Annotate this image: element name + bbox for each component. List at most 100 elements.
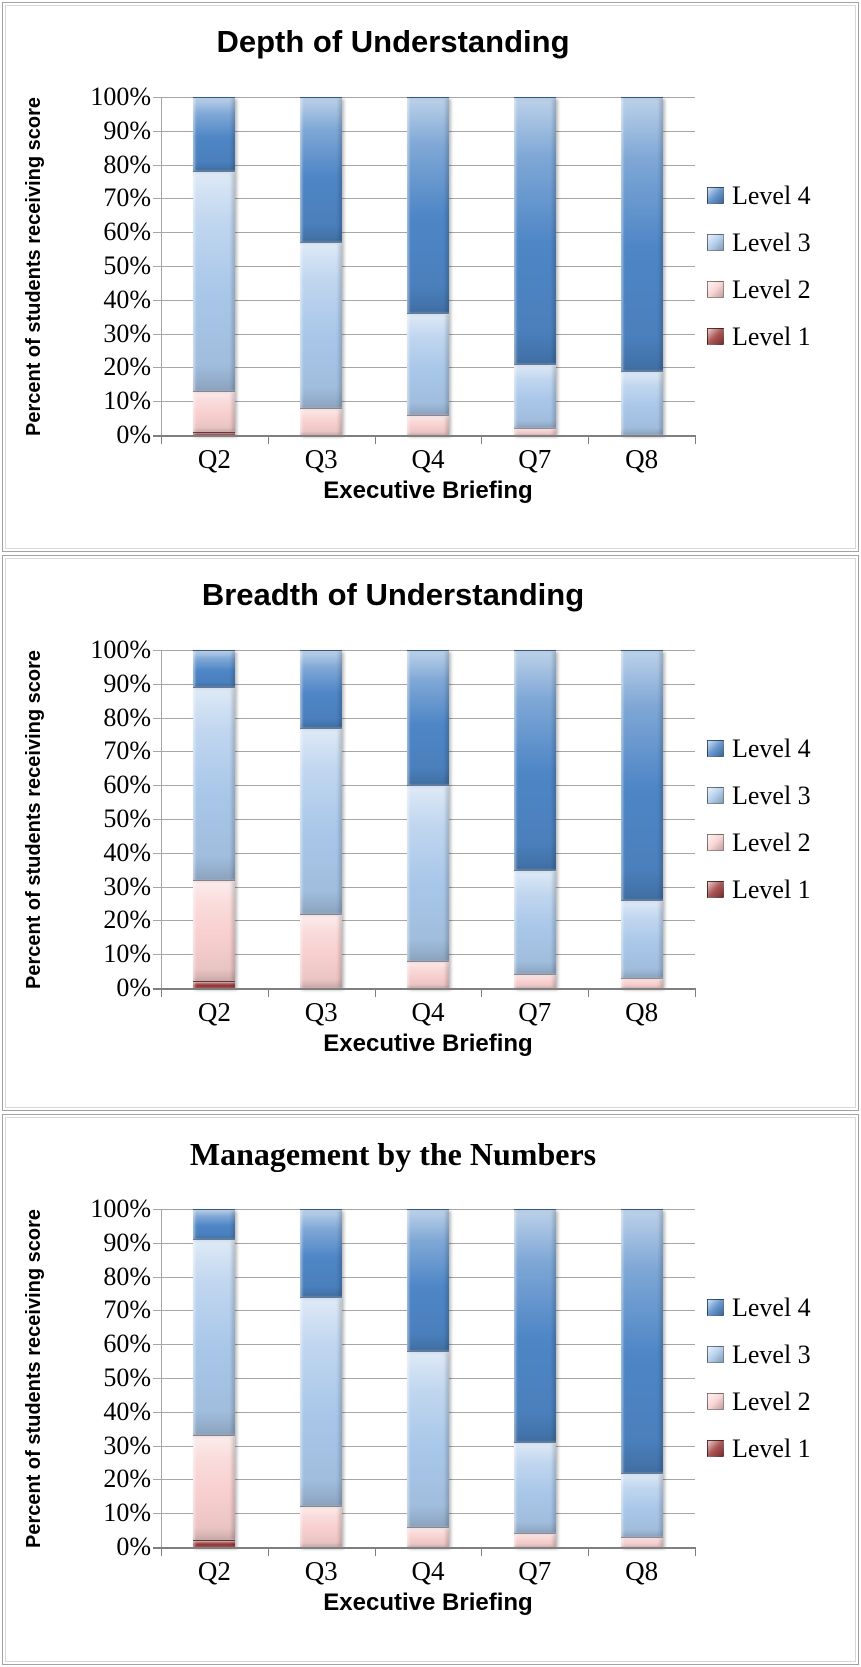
legend-swatch-level-2 [707,281,724,298]
y-tick-label: 0% [116,420,151,449]
legend-item-level-3: Level 3 [707,780,811,810]
plot-column: 100% 90% 80% 70% 60% 50% 40% 30% 20% 10% 0% Q2 Q3 Q4… [55,635,696,1058]
category-label-q7: Q7 [518,444,552,474]
bar-slot-q4 [375,650,482,988]
segment-level-4 [406,1209,449,1351]
x-axis-title: Executive Briefing [323,477,533,504]
x-axis-tick [161,1547,162,1556]
legend-item-level-3: Level 3 [707,1339,811,1369]
bars [161,650,695,988]
stacked-bar-q4 [406,1209,449,1547]
plot-area [153,97,696,444]
y-tick-label: 100% [90,82,151,111]
plot-column: 100% 90% 80% 70% 60% 50% 40% 30% 20% 10% 0% Q2 Q3 Q4… [55,82,696,505]
y-axis-title: Percent of students receiving score [22,1208,45,1548]
legend-label: Level 1 [732,321,811,351]
category-label-q4: Q4 [411,444,445,474]
segment-level-3 [513,364,556,429]
bar-slot-q3 [268,97,375,435]
segment-level-2 [513,1533,556,1547]
chart-body: Percent of students receiving score 100%… [3,82,858,505]
y-axis-title: Percent of students receiving score [22,96,45,436]
segment-level-2 [406,1526,449,1547]
legend-swatch-level-1 [707,1440,724,1457]
y-axis-title-column: Percent of students receiving score [13,96,55,436]
segment-level-3 [193,1239,236,1436]
bar-slot-q8 [588,650,695,988]
stacked-bar-q8 [620,97,663,435]
legend-swatch-level-3 [707,787,724,804]
segment-level-2 [300,1506,343,1547]
chart-panel-breadth-of-understanding: Breadth of Understanding Percent of stud… [2,555,859,1111]
legend-label: Level 1 [732,874,811,904]
x-axis-tick [695,988,696,997]
x-axis-tick [161,988,162,997]
x-axis-tick [267,435,269,444]
stacked-bar-q2 [193,1209,236,1547]
y-tick-label: 60% [103,1329,151,1359]
legend-item-level-2: Level 2 [707,1387,811,1416]
x-axis-tick [161,435,162,444]
x-axis-tick [588,435,590,444]
category-label-q8: Q8 [625,997,659,1027]
legend-item-level-2: Level 2 [707,827,811,857]
legend-swatch-level-4 [707,187,724,204]
legend-label: Level 3 [732,780,811,810]
category-label-q8: Q8 [625,444,659,474]
segment-level-1 [193,431,236,435]
segment-level-3 [193,687,236,880]
segment-level-3 [300,727,343,914]
legend: Level 4 Level 3 Level 2 Level 1 [707,650,811,988]
category-label-q3: Q3 [304,1556,338,1586]
segment-level-4 [513,650,556,870]
legend-label: Level 4 [732,1292,811,1322]
legend-label: Level 4 [732,180,811,210]
legend-label: Level 2 [732,827,811,857]
segment-level-3 [406,785,449,961]
segment-level-3 [406,313,449,415]
y-tick-label: 10% [103,386,151,416]
y-tick-label: 30% [103,318,151,348]
x-axis-tick [695,1547,696,1556]
bar-slot-q4 [375,97,482,435]
bar-slot-q2 [161,1209,268,1547]
segment-level-2 [193,1435,236,1541]
x-axis-tick [374,1547,376,1556]
y-tick-label: 30% [103,871,151,901]
bar-slot-q7 [481,650,588,988]
bar-slot-q3 [268,650,375,988]
y-tick-label: 70% [103,736,151,766]
stacked-bar-q4 [406,97,449,435]
legend-label: Level 3 [732,1339,811,1369]
chart-title: Breadth of Understanding [201,577,585,612]
stacked-bar-q2 [193,650,236,988]
legend: Level 4 Level 3 Level 2 Level 1 [707,97,811,435]
segment-level-4 [300,97,343,243]
chart-body: Percent of students receiving score 100%… [3,635,858,1058]
bar-slot-q4 [375,1209,482,1547]
y-axis-tick-labels: 100% 90% 80% 70% 60% 50% 40% 30% 20% 10% 0% [55,635,161,1002]
segment-level-2 [300,407,343,435]
segment-level-2 [193,391,236,432]
y-tick-label: 10% [103,1498,151,1528]
category-label-q2: Q2 [197,1556,231,1586]
legend-label: Level 3 [732,227,811,257]
chart-title: Management by the Numbers [189,1136,597,1172]
chart-title: Depth of Understanding [216,24,570,59]
segment-level-2 [513,974,556,988]
stacked-bar-q3 [300,1209,343,1547]
y-tick-label: 90% [103,115,151,145]
y-tick-label: 70% [103,183,151,213]
x-axis-tick [267,988,269,997]
y-axis-title-column: Percent of students receiving score [13,1208,55,1548]
segment-level-1 [193,981,236,988]
stacked-bar-q8 [620,650,663,988]
legend-label: Level 4 [732,733,811,763]
legend-swatch-level-1 [707,881,724,898]
segment-level-3 [300,242,343,408]
category-label-q2: Q2 [197,997,231,1027]
legend-item-level-2: Level 2 [707,275,811,304]
y-tick-label: 80% [103,702,151,732]
category-label-q3: Q3 [304,997,338,1027]
